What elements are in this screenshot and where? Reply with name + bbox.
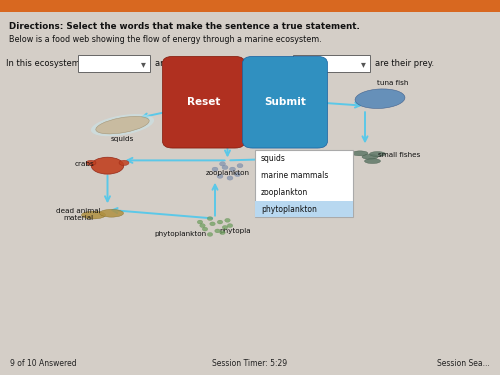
Ellipse shape <box>352 151 368 156</box>
Text: tuna fish: tuna fish <box>377 80 408 86</box>
Ellipse shape <box>217 220 223 224</box>
Ellipse shape <box>200 224 205 228</box>
Ellipse shape <box>225 218 230 222</box>
Ellipse shape <box>197 220 203 224</box>
Ellipse shape <box>355 89 405 108</box>
Text: Below is a food web showing the flow of energy through a marine ecosystem.: Below is a food web showing the flow of … <box>9 35 322 44</box>
Text: are their prey.: are their prey. <box>375 59 434 68</box>
Ellipse shape <box>119 160 129 165</box>
Ellipse shape <box>215 229 220 233</box>
Ellipse shape <box>227 176 233 180</box>
Ellipse shape <box>82 211 106 219</box>
Text: In this ecosystem,: In this ecosystem, <box>6 59 82 68</box>
Bar <box>255 150 352 217</box>
Ellipse shape <box>227 224 233 228</box>
Ellipse shape <box>208 217 213 220</box>
Ellipse shape <box>364 159 380 164</box>
Text: ▾: ▾ <box>361 59 366 69</box>
Text: squids: squids <box>261 154 286 163</box>
Ellipse shape <box>91 114 154 136</box>
Text: phytoplankton: phytoplankton <box>261 204 317 213</box>
Text: Reset: Reset <box>187 97 220 107</box>
Ellipse shape <box>222 165 228 170</box>
Ellipse shape <box>91 157 124 174</box>
Ellipse shape <box>234 172 240 177</box>
Text: dead animal
material: dead animal material <box>56 208 101 221</box>
Ellipse shape <box>222 225 228 229</box>
Ellipse shape <box>237 164 243 168</box>
Bar <box>78 56 150 72</box>
Ellipse shape <box>370 152 386 156</box>
Text: phytoplankton: phytoplankton <box>154 231 206 237</box>
Ellipse shape <box>96 116 149 134</box>
Text: marine mammals: marine mammals <box>216 71 279 77</box>
Ellipse shape <box>100 209 124 217</box>
Text: Submit: Submit <box>264 97 306 107</box>
Ellipse shape <box>217 174 223 178</box>
Ellipse shape <box>230 167 235 171</box>
Text: small fishes: small fishes <box>378 152 420 158</box>
Bar <box>0 0 500 12</box>
Text: 9 of 10 Answered: 9 of 10 Answered <box>10 359 76 368</box>
Ellipse shape <box>86 160 96 165</box>
Bar <box>292 56 370 72</box>
Text: zooplankton: zooplankton <box>261 188 308 196</box>
Text: squids: squids <box>111 135 134 141</box>
FancyBboxPatch shape <box>162 56 245 148</box>
Text: marine mammals: marine mammals <box>261 171 328 180</box>
Text: ▾: ▾ <box>141 59 146 69</box>
Ellipse shape <box>212 167 218 171</box>
Text: Session Timer: 5:29: Session Timer: 5:29 <box>212 359 288 368</box>
Text: Session Sea...: Session Sea... <box>437 359 490 368</box>
Text: are considered predators and: are considered predators and <box>155 59 280 68</box>
Text: phytopla: phytopla <box>219 228 250 234</box>
Text: zooplankton: zooplankton <box>206 170 250 176</box>
Text: crabs: crabs <box>75 161 95 167</box>
Ellipse shape <box>362 154 378 159</box>
FancyBboxPatch shape <box>242 56 328 148</box>
Bar <box>255 201 352 217</box>
Ellipse shape <box>210 222 215 226</box>
Ellipse shape <box>220 162 226 166</box>
Text: Directions: Select the words that make the sentence a true statement.: Directions: Select the words that make t… <box>9 22 360 31</box>
Ellipse shape <box>202 227 208 231</box>
Ellipse shape <box>208 232 213 236</box>
Ellipse shape <box>220 231 225 235</box>
Ellipse shape <box>209 80 276 97</box>
